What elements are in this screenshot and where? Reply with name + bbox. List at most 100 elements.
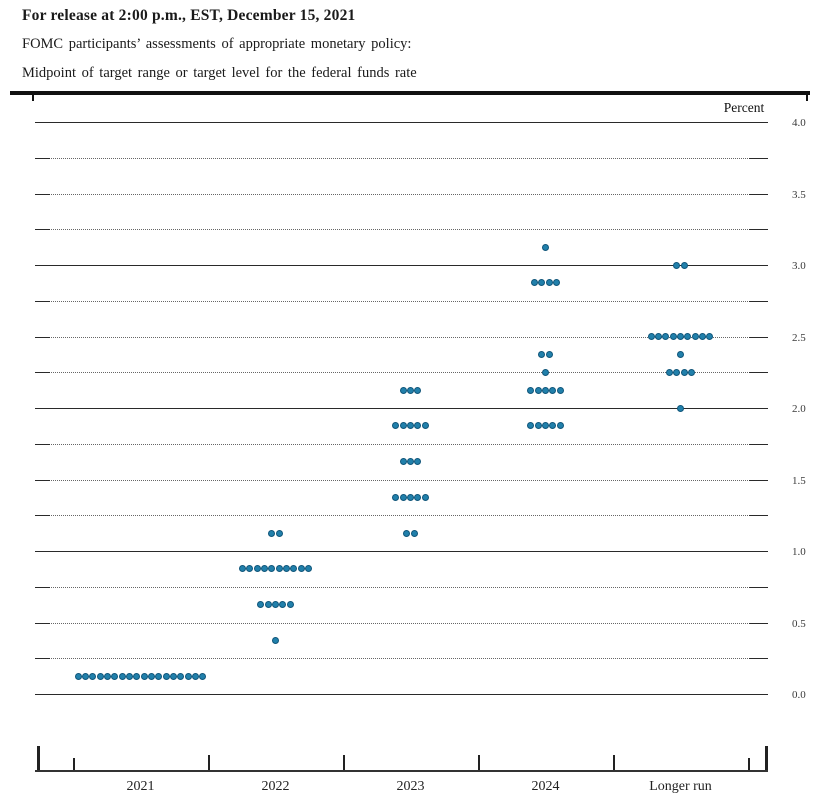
y-tick-right <box>749 658 768 660</box>
participant-dot <box>542 386 549 394</box>
participant-dot <box>184 672 192 680</box>
x-category-label: 2023 <box>396 779 425 794</box>
participant-dot <box>673 261 681 269</box>
participant-dot <box>257 601 265 609</box>
participant-dot <box>399 458 407 466</box>
participant-dot <box>264 601 272 609</box>
y-tick-left <box>35 157 50 159</box>
x-category-label: 2021 <box>126 779 155 794</box>
participant-dot <box>545 350 553 358</box>
participant-dot <box>162 672 170 680</box>
gridline-dotted <box>35 229 768 231</box>
y-tick-right <box>749 622 768 624</box>
participant-dot <box>297 565 305 573</box>
participant-dot <box>669 333 677 340</box>
y-tick-right <box>749 157 768 159</box>
participant-dot <box>283 565 291 573</box>
participant-dot <box>290 565 298 573</box>
participant-dot <box>538 279 546 287</box>
participant-dot <box>665 368 673 376</box>
participant-dot <box>534 386 542 394</box>
y-tick-left <box>35 586 50 588</box>
gridline-solid <box>35 265 768 266</box>
x-category-label: 2024 <box>531 779 560 794</box>
y-tick-label: 1.0 <box>792 546 806 558</box>
participant-dot <box>527 422 535 430</box>
participant-dot <box>542 422 549 430</box>
rule-end-tick-right <box>806 95 808 101</box>
gridline-dotted <box>35 443 768 445</box>
participant-dot <box>155 672 163 680</box>
participant-dot <box>677 350 684 358</box>
participant-dot <box>286 601 294 609</box>
participant-dot <box>392 422 400 430</box>
y-tick-right <box>749 443 768 445</box>
x-axis-boundary-tick <box>478 755 480 770</box>
participant-dot <box>654 333 662 340</box>
y-tick-label: 1.5 <box>792 474 806 487</box>
y-tick-label: 2.5 <box>792 331 806 344</box>
x-axis-end-tick-right <box>765 746 768 770</box>
gridline-dotted <box>35 658 768 660</box>
participant-dot <box>527 386 535 394</box>
y-tick-label: 4.0 <box>792 117 806 129</box>
rule-end-tick-left <box>32 95 34 101</box>
gridline-dotted <box>35 515 768 517</box>
y-tick-label: 0.5 <box>792 617 806 630</box>
participant-dot <box>96 672 104 680</box>
participant-dot <box>392 493 400 501</box>
participant-dot <box>275 565 283 573</box>
participant-dot <box>673 368 681 376</box>
gridline-dotted <box>35 300 768 302</box>
participant-dot <box>275 529 283 537</box>
y-tick-label: 3.0 <box>792 260 806 272</box>
y-tick-left <box>35 515 50 517</box>
participant-dot <box>680 368 688 376</box>
gridline-dotted <box>35 372 768 374</box>
participant-dot <box>399 493 407 501</box>
y-axis-unit-label: Percent <box>723 100 765 115</box>
y-tick-left <box>35 622 50 624</box>
participant-dot <box>399 422 407 430</box>
participant-dot <box>684 333 692 340</box>
participant-dot <box>545 279 553 287</box>
gridline-dotted <box>35 193 768 195</box>
y-tick-left <box>35 229 50 231</box>
participant-dot <box>148 672 156 680</box>
participant-dot <box>177 672 185 680</box>
y-tick-left <box>35 479 50 481</box>
participant-dot <box>199 672 207 680</box>
x-category-label: Longer run <box>649 779 712 794</box>
participant-dot <box>414 386 422 394</box>
assessments-subtitle: FOMC participants’ assessments of approp… <box>22 36 412 52</box>
header-divider-rule <box>10 91 810 95</box>
participant-dot <box>556 386 564 394</box>
release-line: For release at 2:00 p.m., EST, December … <box>22 7 356 24</box>
participant-dot <box>399 386 407 394</box>
participant-dot <box>89 672 97 680</box>
participant-dot <box>542 243 549 251</box>
x-axis-minor-tick <box>73 758 75 770</box>
participant-dot <box>118 672 126 680</box>
y-tick-right <box>749 515 768 517</box>
participant-dot <box>410 529 418 537</box>
participant-dot <box>268 565 276 573</box>
participant-dot <box>677 333 684 340</box>
participant-dot <box>530 279 538 287</box>
gridline-dotted <box>35 157 768 159</box>
y-tick-right <box>749 229 768 231</box>
participant-dot <box>407 458 414 466</box>
participant-dot <box>706 333 714 340</box>
y-tick-label: 0.0 <box>792 689 806 701</box>
participant-dot <box>691 333 699 340</box>
participant-dot <box>74 672 82 680</box>
participant-dot <box>403 529 411 537</box>
participant-dot <box>81 672 89 680</box>
participant-dot <box>238 565 246 573</box>
participant-dot <box>688 368 696 376</box>
x-category-label: 2022 <box>261 779 290 794</box>
participant-dot <box>305 565 313 573</box>
participant-dot <box>534 422 542 430</box>
